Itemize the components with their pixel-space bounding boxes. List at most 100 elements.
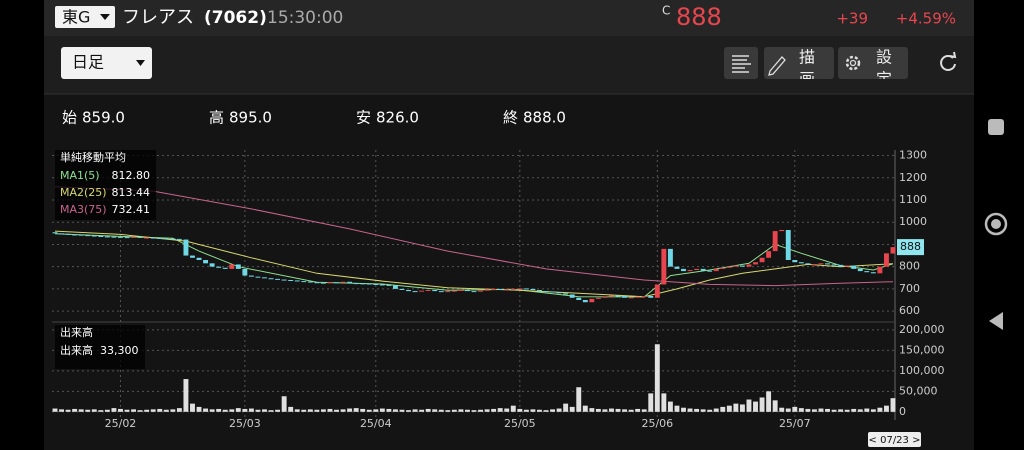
candle-body	[543, 291, 549, 293]
candle-body	[281, 279, 287, 281]
candle-body	[137, 236, 143, 238]
candle-body	[602, 296, 608, 298]
y-tick-label: 600	[899, 304, 920, 317]
volume-bar	[785, 408, 791, 412]
volume-bar	[288, 406, 294, 412]
nav-back[interactable]	[989, 312, 1003, 330]
volume-bar	[818, 408, 824, 412]
volume-bar	[301, 409, 307, 412]
volume-bar	[733, 403, 739, 412]
settings-button[interactable]	[838, 47, 908, 79]
y2-tick-label: 200,000	[899, 323, 945, 336]
volume-bar	[687, 408, 693, 412]
volume-bar	[137, 410, 143, 412]
volume-bar	[478, 409, 484, 412]
volume-bar	[327, 408, 333, 412]
change-pct: +4.59%	[896, 10, 956, 28]
volume-bar	[792, 406, 798, 412]
candle-body	[392, 285, 398, 289]
candle-body	[779, 230, 785, 232]
candle-body	[766, 251, 772, 258]
volume-bar	[190, 403, 195, 412]
volume-bar	[517, 408, 523, 412]
candle-body	[399, 288, 405, 290]
candle-body	[674, 266, 680, 269]
stock-name: フレアス	[122, 7, 194, 28]
settings-button-box: 設 定	[838, 47, 908, 79]
price: 888	[676, 3, 722, 31]
volume-bar	[379, 408, 385, 412]
volume-bar	[432, 409, 438, 412]
volume-bar	[78, 409, 84, 412]
candle-body	[451, 290, 457, 292]
volume-bar	[118, 408, 123, 412]
dropdown-arrow	[100, 14, 110, 20]
date-box	[868, 432, 921, 447]
period-dropdown[interactable]	[61, 47, 152, 79]
volume-bar	[746, 399, 752, 412]
candle-body	[857, 268, 863, 272]
nav-recent[interactable]	[988, 119, 1004, 135]
volume-bar	[229, 409, 235, 412]
ohlc-label: 高	[209, 109, 224, 127]
volume-bar	[392, 409, 398, 412]
volume-bar	[654, 344, 660, 412]
volume-bar	[491, 408, 497, 412]
candle-body	[216, 266, 222, 268]
draw-button[interactable]	[764, 47, 834, 79]
legend-name: MA3(75)	[60, 203, 107, 216]
volume-bar	[458, 409, 464, 412]
refresh-icon[interactable]	[940, 55, 956, 71]
market-dropdown[interactable]	[55, 6, 115, 28]
candle-body	[268, 278, 274, 280]
volume-bar	[877, 407, 883, 412]
y2-tick-label: 50,000	[899, 384, 938, 397]
candle-body	[98, 236, 104, 237]
volume-bar	[386, 408, 392, 412]
volume-legend-value: 33,300	[100, 344, 139, 357]
candle-body	[386, 284, 392, 286]
candle-body	[72, 234, 78, 236]
ohlc-label: 安	[356, 109, 371, 127]
candle-body	[569, 294, 575, 298]
volume-bar	[694, 408, 700, 412]
candle-body	[759, 257, 765, 263]
volume-bar	[753, 401, 758, 412]
legend-value: 812.80	[112, 169, 151, 182]
candle-body	[373, 284, 379, 285]
ohlc-row: 始 859.0 高 895.0 安 826.0 終 888.0	[62, 109, 566, 127]
volume-bar	[798, 408, 804, 412]
candle-body	[65, 233, 71, 235]
volume-bar	[537, 409, 542, 412]
volume-bar	[648, 393, 654, 412]
volume-bar	[163, 409, 169, 412]
candle-body	[379, 284, 385, 286]
ma-legend-box	[55, 150, 156, 220]
candle-body	[458, 290, 464, 291]
candle-body	[163, 238, 169, 240]
candle-body	[661, 248, 667, 285]
candle-body	[327, 282, 333, 284]
volume-bar	[471, 410, 477, 412]
indicator-button[interactable]	[724, 47, 758, 79]
nav-home[interactable]	[984, 212, 1008, 236]
candle-body	[320, 282, 326, 284]
candle-body	[537, 290, 542, 292]
x-tick-label: 25/02	[105, 417, 137, 430]
volume-bar	[340, 409, 346, 412]
candle-body	[334, 282, 339, 284]
y-tick-label: 1100	[899, 193, 927, 206]
candle-body	[772, 231, 778, 252]
candle-body	[170, 238, 176, 240]
volume-bar	[183, 379, 189, 412]
volume-bar	[353, 408, 359, 412]
volume-bar	[759, 397, 765, 412]
volume-bar	[248, 408, 254, 412]
y-tick-label: 1000	[899, 215, 927, 228]
candle-body	[609, 295, 614, 297]
refresh-arrow	[949, 51, 957, 59]
candle-body	[340, 281, 346, 283]
candle-body	[301, 281, 307, 283]
pencil-icon	[768, 56, 786, 76]
volume-bar	[366, 409, 372, 412]
